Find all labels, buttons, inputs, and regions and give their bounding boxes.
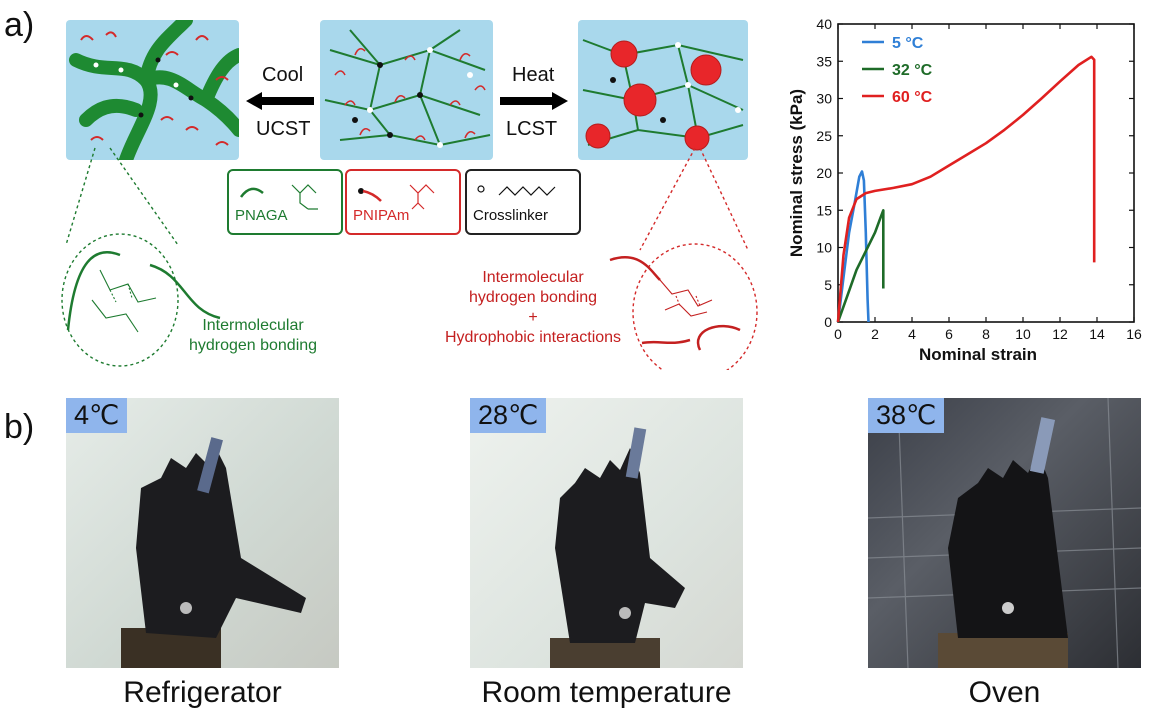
cool-arrow-icon bbox=[246, 92, 314, 110]
y-tick-label: 20 bbox=[816, 165, 832, 181]
oven-photo: 38℃ bbox=[868, 398, 1141, 668]
right-bond-caption: Intermolecular hydrogen bonding + Hydrop… bbox=[418, 268, 648, 348]
series-line-1 bbox=[836, 209, 885, 323]
y-tick-label: 35 bbox=[816, 53, 832, 69]
oven-temp-tag: 38℃ bbox=[868, 398, 945, 433]
refrigerator-photo: 4℃ bbox=[66, 398, 339, 668]
robotic-hand-illustration bbox=[550, 427, 685, 668]
left-bond-caption: Intermolecular hydrogen bonding bbox=[178, 316, 328, 356]
crosslinker-structure-icon bbox=[477, 185, 556, 196]
pnaga-structure-icon bbox=[239, 184, 318, 210]
legend-label-0: 5 °C bbox=[892, 35, 924, 52]
oven-caption: Oven bbox=[968, 676, 1041, 709]
legend-label-1: 32 °C bbox=[892, 62, 933, 79]
y-tick-label: 10 bbox=[816, 240, 832, 256]
pnaga-label: PNAGA bbox=[235, 207, 288, 224]
pnipam-structure-icon bbox=[358, 184, 435, 210]
x-tick-label: 6 bbox=[945, 326, 953, 342]
right-bond-line-4: Hydrophobic interactions bbox=[444, 329, 622, 346]
x-tick-label: 16 bbox=[1126, 326, 1142, 342]
x-tick-label: 12 bbox=[1052, 326, 1068, 342]
panel-b-label: b) bbox=[4, 408, 35, 446]
lcst-gel-illustration bbox=[578, 20, 748, 160]
right-bond-line-1: Intermolecular bbox=[482, 269, 584, 286]
right-bond-line-3: + bbox=[528, 309, 538, 326]
robotic-hand-illustration bbox=[121, 437, 306, 668]
series-line-0 bbox=[836, 170, 870, 323]
x-tick-label: 10 bbox=[1015, 326, 1031, 342]
y-axis-label: Nominal stress (kPa) bbox=[787, 89, 806, 257]
y-tick-label: 15 bbox=[816, 202, 832, 218]
crosslinker-legend: Crosslinker bbox=[465, 169, 581, 235]
cool-label: Cool bbox=[262, 64, 304, 86]
y-tick-label: 5 bbox=[824, 277, 832, 293]
legend-label-2: 60 °C bbox=[892, 89, 933, 106]
y-tick-label: 0 bbox=[824, 314, 832, 330]
left-bond-line-2: hydrogen bonding bbox=[188, 337, 318, 354]
x-tick-label: 0 bbox=[834, 326, 842, 342]
x-tick-label: 4 bbox=[908, 326, 916, 342]
refrigerator-caption: Refrigerator bbox=[123, 676, 282, 709]
panel-a-label: a) bbox=[4, 6, 35, 44]
plot-frame bbox=[837, 23, 1135, 323]
ucst-network-graphic bbox=[69, 20, 239, 160]
ucst-label: UCST bbox=[256, 118, 311, 140]
network-graphic bbox=[324, 29, 491, 148]
initial-network-illustration bbox=[320, 20, 493, 160]
room-temperature-photo: 28℃ bbox=[470, 398, 743, 668]
pnipam-label: PNIPAm bbox=[353, 207, 410, 224]
heat-label: Heat bbox=[512, 64, 555, 86]
pnaga-legend: PNAGA bbox=[227, 169, 343, 235]
right-bond-line-2: hydrogen bonding bbox=[468, 289, 598, 306]
crosslinker-label: Crosslinker bbox=[473, 207, 549, 224]
heat-arrow-icon bbox=[500, 92, 568, 110]
y-tick-label: 40 bbox=[816, 16, 832, 32]
zoom-callout-graphics bbox=[61, 147, 758, 370]
robotic-hand-illustration bbox=[868, 398, 1141, 668]
left-bond-line-1: Intermolecular bbox=[202, 317, 304, 334]
x-tick-label: 8 bbox=[982, 326, 990, 342]
lcst-label: LCST bbox=[506, 118, 558, 140]
y-tick-label: 25 bbox=[816, 128, 832, 144]
room-temperature-caption: Room temperature bbox=[481, 676, 732, 709]
room-temperature-temp-tag: 28℃ bbox=[470, 398, 547, 433]
refrigerator-temp-tag: 4℃ bbox=[66, 398, 128, 433]
x-tick-label: 14 bbox=[1089, 326, 1105, 342]
x-tick-label: 2 bbox=[871, 326, 879, 342]
stress-strain-chart: 0 2 4 6 8 10 12 14 16 0 5 10 15 20 25 30 35 40 Nominal str… bbox=[787, 16, 1142, 364]
lcst-network-graphic bbox=[582, 39, 744, 151]
ucst-gel-illustration bbox=[66, 20, 239, 160]
series-line-2 bbox=[836, 55, 1096, 323]
y-tick-label: 30 bbox=[816, 91, 832, 107]
x-axis-label: Nominal strain bbox=[919, 345, 1037, 364]
pnipam-legend: PNIPAm bbox=[345, 169, 461, 235]
